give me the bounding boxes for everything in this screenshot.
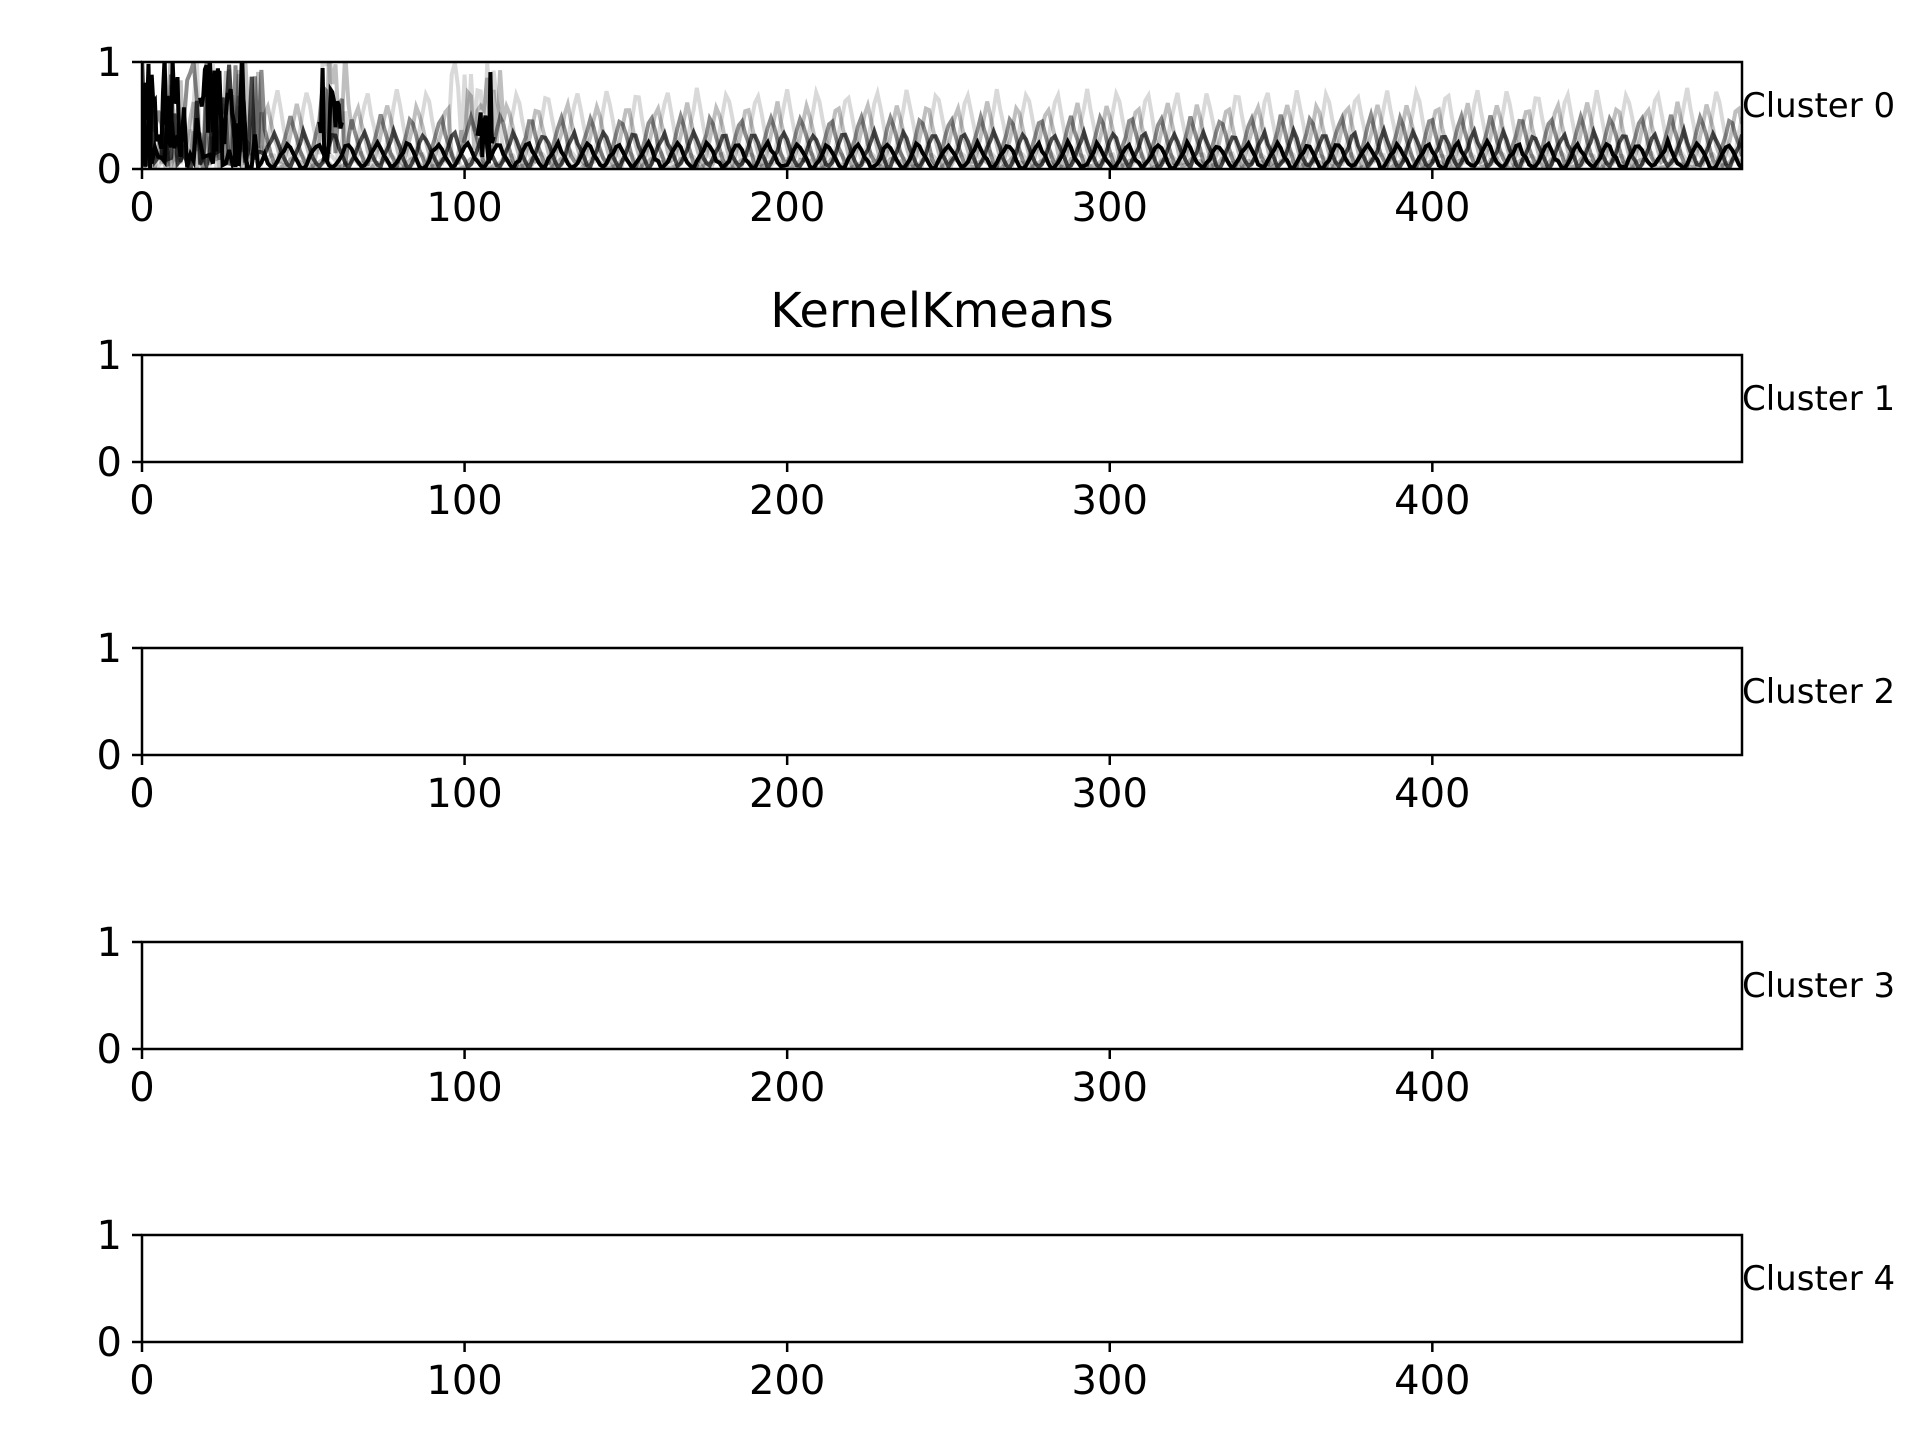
x-tick-label: 400 bbox=[1394, 478, 1470, 524]
axes-frame bbox=[140, 1233, 1744, 1344]
x-tick-label: 100 bbox=[426, 185, 502, 231]
series-burst-1 bbox=[198, 62, 250, 169]
x-tick-label: 0 bbox=[129, 478, 154, 524]
y-tick-label: 1 bbox=[97, 626, 122, 672]
y-tick-label: 0 bbox=[97, 1320, 122, 1366]
x-tick-label: 0 bbox=[129, 1065, 154, 1111]
cluster-label: Cluster 0 bbox=[1742, 86, 1895, 126]
y-tick-label: 1 bbox=[97, 920, 122, 966]
series-line-5 bbox=[142, 62, 1742, 169]
series-line-0 bbox=[142, 62, 1742, 169]
x-tick-label: 200 bbox=[749, 1065, 825, 1111]
y-tick-label: 1 bbox=[97, 40, 122, 86]
cluster-label: Cluster 1 bbox=[1742, 379, 1895, 419]
axes-frame bbox=[140, 60, 1744, 171]
x-tick-label: 200 bbox=[749, 185, 825, 231]
panel-1: 0 100 200 300 400 0 1 Cluster 1 bbox=[97, 333, 1896, 524]
x-tick-label: 100 bbox=[426, 1358, 502, 1404]
y-tick-label: 0 bbox=[97, 733, 122, 779]
x-tick-label: 300 bbox=[1072, 478, 1148, 524]
burst-group bbox=[142, 62, 496, 169]
series-line-4 bbox=[142, 62, 1742, 169]
x-tick-label: 0 bbox=[129, 1358, 154, 1404]
panel-0: 0 100 200 300 400 0 1 Cluster 0 bbox=[97, 40, 1896, 231]
cluster-label: Cluster 2 bbox=[1742, 672, 1895, 712]
panel-2: 0 100 200 300 400 0 1 Cluster 2 bbox=[97, 626, 1896, 817]
chart-title: KernelKmeans bbox=[770, 283, 1113, 339]
y-tick-label: 0 bbox=[97, 147, 122, 193]
axes-frame bbox=[140, 646, 1744, 757]
series-line-6 bbox=[142, 62, 1742, 169]
axes-frame bbox=[140, 353, 1744, 464]
x-tick-label: 400 bbox=[1394, 771, 1470, 817]
series-burst-2 bbox=[317, 67, 344, 163]
panel-4: 0 100 200 300 400 0 1 Cluster 4 bbox=[97, 1213, 1896, 1404]
series-burst-3 bbox=[475, 72, 496, 164]
x-tick-label: 200 bbox=[749, 478, 825, 524]
y-tick-label: 1 bbox=[97, 1213, 122, 1259]
x-tick-label: 100 bbox=[426, 771, 502, 817]
y-tick-label: 1 bbox=[97, 333, 122, 379]
y-tick-label: 0 bbox=[97, 440, 122, 486]
panel-3: 0 100 200 300 400 0 1 Cluster 3 bbox=[97, 920, 1896, 1111]
x-tick-label: 300 bbox=[1072, 1065, 1148, 1111]
x-tick-label: 400 bbox=[1394, 1358, 1470, 1404]
x-tick-label: 400 bbox=[1394, 1065, 1470, 1111]
series-burst-0 bbox=[142, 62, 183, 169]
x-tick-label: 200 bbox=[749, 771, 825, 817]
x-tick-label: 100 bbox=[426, 1065, 502, 1111]
x-tick-label: 200 bbox=[749, 1358, 825, 1404]
cluster-label: Cluster 3 bbox=[1742, 966, 1895, 1006]
axes-frame bbox=[140, 940, 1744, 1051]
x-tick-label: 0 bbox=[129, 185, 154, 231]
cluster-label: Cluster 4 bbox=[1742, 1259, 1895, 1299]
series-group bbox=[142, 62, 1742, 169]
x-tick-label: 300 bbox=[1072, 185, 1148, 231]
x-tick-label: 400 bbox=[1394, 185, 1470, 231]
y-tick-label: 0 bbox=[97, 1027, 122, 1073]
x-tick-label: 100 bbox=[426, 478, 502, 524]
x-tick-label: 300 bbox=[1072, 771, 1148, 817]
x-tick-label: 0 bbox=[129, 771, 154, 817]
x-tick-label: 300 bbox=[1072, 1358, 1148, 1404]
